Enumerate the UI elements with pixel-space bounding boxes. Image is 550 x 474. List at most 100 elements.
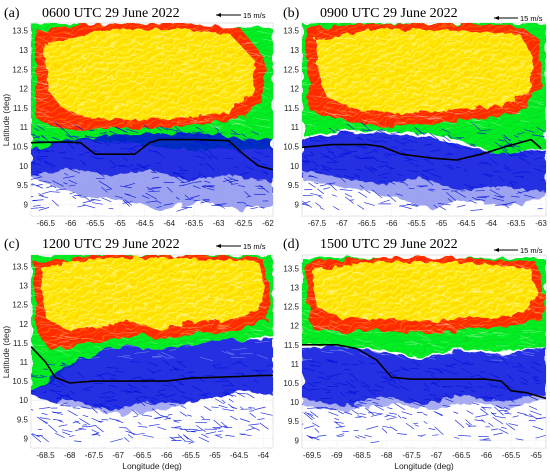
wind-vector <box>161 92 171 95</box>
wind-vector <box>395 193 403 197</box>
wind-vector <box>84 150 96 154</box>
y-tick-label: 13 <box>19 46 28 55</box>
wind-vector <box>457 299 469 306</box>
wind-vector <box>354 390 360 393</box>
wind-vector <box>470 209 483 211</box>
wind-vector <box>44 85 56 89</box>
wind-vector <box>381 380 390 383</box>
wind-vector <box>190 195 200 199</box>
wind-vector <box>97 339 108 344</box>
wind-vector <box>104 398 116 403</box>
wind-vector <box>46 364 56 366</box>
wind-vector <box>177 165 183 170</box>
wind-vector <box>470 143 476 146</box>
wind-vector <box>504 270 512 275</box>
wind-vector <box>314 428 320 433</box>
wind-vector <box>241 133 247 138</box>
wind-vector <box>520 376 529 383</box>
panel-c: (c) 1200 UTC 29 June 2022 15 m/s -68.5 -6… <box>1 237 274 471</box>
wind-vector <box>490 34 503 36</box>
wind-vector <box>359 110 371 113</box>
wind-vector <box>38 54 52 57</box>
wind-vector <box>53 344 66 350</box>
wind-vector <box>423 383 430 389</box>
wind-vector <box>211 126 220 129</box>
wind-vector <box>41 190 52 195</box>
wind-vector <box>498 139 505 142</box>
wind-vector <box>124 193 137 198</box>
wind-vector <box>132 415 138 418</box>
wind-vector <box>496 394 504 397</box>
wind-vector <box>334 41 349 47</box>
wind-vector <box>131 376 140 380</box>
wind-vector <box>329 127 336 133</box>
wind-vector <box>312 422 320 428</box>
wind-vector <box>505 205 510 209</box>
wind-vector <box>260 94 269 99</box>
wind-vector <box>127 102 138 105</box>
wind-vector <box>441 330 450 333</box>
wind-vector <box>517 149 524 154</box>
wind-vector <box>204 324 214 326</box>
wind-vector <box>438 205 447 211</box>
wind-vector <box>490 268 504 270</box>
wind-vector <box>388 369 401 374</box>
wind-vector <box>483 438 490 440</box>
wind-vector <box>460 291 474 293</box>
wind-vector <box>519 337 530 339</box>
wind-vector <box>470 389 476 393</box>
wind-vector <box>387 114 397 118</box>
wind-vector <box>199 142 209 147</box>
wind-vector <box>434 426 444 436</box>
wind-vector <box>506 80 515 84</box>
wind-vector <box>170 324 186 329</box>
wind-vector <box>309 151 315 156</box>
wind-vector <box>360 381 371 387</box>
wind-vector <box>254 406 266 411</box>
wind-vector <box>194 280 204 283</box>
wind-vector <box>197 78 207 81</box>
wind-vector <box>42 60 52 63</box>
wind-vector <box>58 373 67 380</box>
wind-vector <box>79 88 91 90</box>
wind-vector <box>522 353 535 357</box>
wind-vector <box>432 344 445 349</box>
wind-vector <box>329 157 337 163</box>
wind-vector <box>365 297 376 303</box>
wind-vector <box>474 419 483 422</box>
wind-vector <box>134 139 145 143</box>
wind-vector <box>222 351 234 356</box>
wind-vector <box>317 37 326 39</box>
wind-vector <box>367 388 377 396</box>
wind-vector <box>221 421 228 429</box>
wind-vector <box>444 398 454 403</box>
wind-vector <box>239 433 252 437</box>
wind-vector <box>425 329 434 332</box>
wind-vector <box>222 408 234 412</box>
wind-vector <box>100 373 107 376</box>
wind-vector <box>439 269 455 272</box>
wind-vector <box>359 184 365 189</box>
wind-vector <box>65 263 76 266</box>
wind-vector <box>62 128 72 138</box>
wind-vector <box>195 155 206 159</box>
wind-vector <box>120 282 135 285</box>
wind-vector <box>203 406 212 412</box>
wind-vector <box>191 306 206 309</box>
wind-vector <box>256 118 270 121</box>
wind-vector <box>334 382 342 386</box>
wind-vector <box>169 368 180 371</box>
wind-vector <box>49 278 63 283</box>
wind-vector <box>368 168 378 172</box>
wind-vector <box>54 121 64 130</box>
wind-vector <box>382 353 390 356</box>
wind-vector <box>114 195 124 199</box>
wind-vector <box>424 64 436 69</box>
wind-vector <box>89 129 95 131</box>
wind-vector <box>386 414 396 418</box>
wind-vector <box>320 152 329 158</box>
wind-vector <box>150 108 165 112</box>
wind-vector <box>41 45 51 48</box>
wind-vector <box>310 411 319 418</box>
wind-vector <box>523 194 535 199</box>
